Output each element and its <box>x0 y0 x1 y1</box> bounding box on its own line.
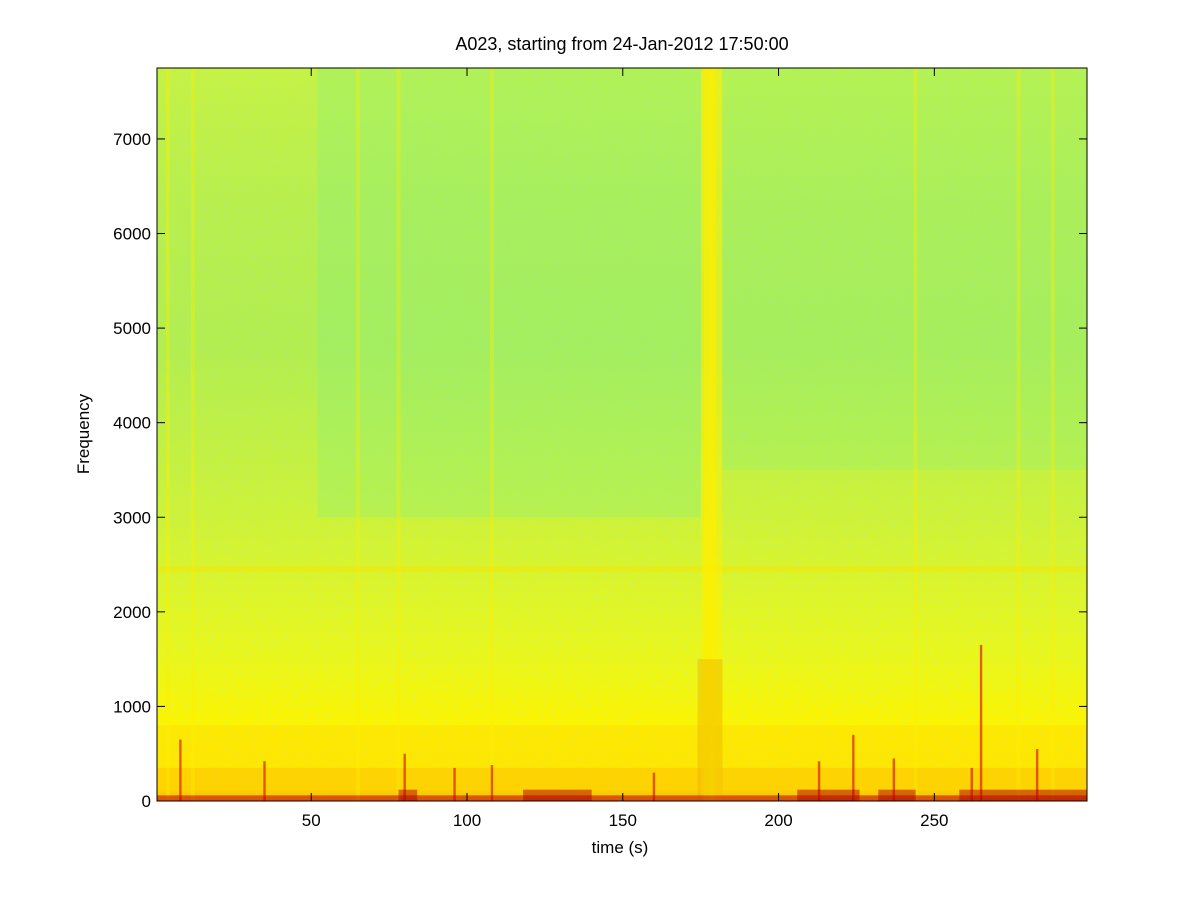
y-tick-label: 4000 <box>113 414 151 433</box>
low-frequency-burst <box>878 789 916 801</box>
chart-title: A023, starting from 24-Jan-2012 17:50:00 <box>455 34 788 54</box>
low-frequency-burst <box>398 789 418 801</box>
x-tick-label: 250 <box>920 811 948 830</box>
vertical-band <box>396 68 401 801</box>
y-tick-label: 3000 <box>113 508 151 527</box>
x-tick-label: 100 <box>453 811 481 830</box>
transient <box>852 734 855 801</box>
low-frequency-burst <box>959 789 1087 801</box>
vertical-band <box>489 68 494 801</box>
quiet-region <box>317 68 701 518</box>
vertical-band <box>355 68 360 801</box>
low-frequency-burst <box>797 789 860 801</box>
y-tick-label: 2000 <box>113 603 151 622</box>
transient <box>453 767 456 801</box>
low-frequency-band <box>157 725 1087 801</box>
y-axis-label: Frequency <box>74 393 93 474</box>
y-tick-label: 1000 <box>113 697 151 716</box>
y-tick-label: 6000 <box>113 225 151 244</box>
transient <box>979 644 983 801</box>
low-frequency-burst <box>523 789 592 801</box>
transient <box>652 772 656 801</box>
transient <box>970 767 973 801</box>
spectrogram-noise <box>157 68 1087 801</box>
x-tick-label: 50 <box>302 811 321 830</box>
vertical-band <box>1050 68 1055 801</box>
plot-area <box>157 68 1087 801</box>
quiet-region <box>722 68 1087 470</box>
axes-box <box>156 67 1088 802</box>
vertical-band <box>1016 68 1021 801</box>
y-tick-label: 7000 <box>113 130 151 149</box>
x-tick-label: 150 <box>609 811 637 830</box>
transient <box>817 761 821 801</box>
spectrogram-features <box>157 68 1087 801</box>
vertical-band <box>710 68 723 801</box>
transient <box>1035 748 1039 801</box>
vertical-band <box>913 68 918 801</box>
transient <box>892 758 896 801</box>
transient <box>403 753 406 801</box>
vertical-band-core <box>697 659 723 801</box>
horizontal-band <box>157 566 1087 573</box>
low-frequency-floor <box>157 795 1087 801</box>
y-tick-label: 5000 <box>113 319 151 338</box>
x-axis-label: time (s) <box>592 838 649 857</box>
vertical-band <box>165 68 170 801</box>
axis-ticks: 50 100 150 200 250 0 1000 2000 3000 4000 5000 6000 7… <box>113 68 1087 830</box>
transient <box>490 765 494 801</box>
transient <box>263 761 266 801</box>
vertical-band <box>190 68 195 801</box>
y-tick-label: 0 <box>142 792 151 811</box>
x-tick-label: 200 <box>764 811 792 830</box>
transient <box>179 739 182 801</box>
